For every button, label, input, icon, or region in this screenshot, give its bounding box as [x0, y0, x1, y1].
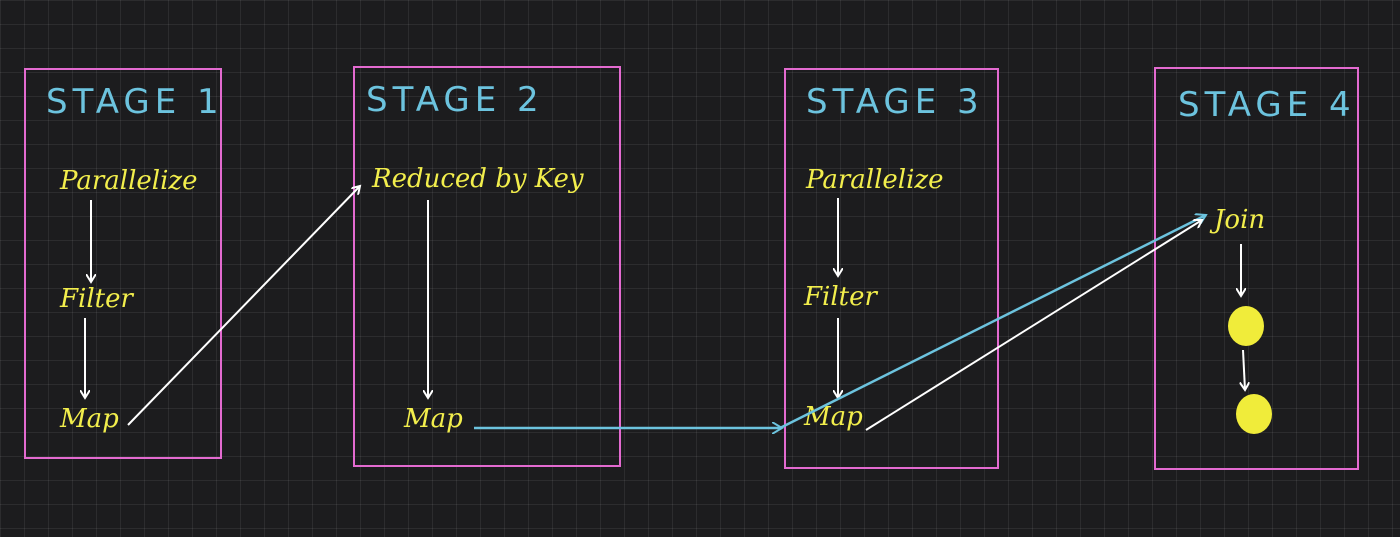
- stage-1-box: [24, 68, 222, 459]
- stage-3-node-parallelize: Parallelize: [806, 165, 944, 195]
- arrow-s1-map-to-s2-reduce: [127, 186, 360, 426]
- stage-2-box: [353, 66, 621, 467]
- stage-3-title: STAGE 3: [806, 82, 984, 122]
- stage-3-box: [784, 68, 999, 469]
- arrow-s3-to-s4-join-cyan: [779, 215, 1206, 430]
- stage-3-node-filter: Filter: [804, 282, 877, 312]
- stage-1-title: STAGE 1: [46, 82, 224, 122]
- stage-1-node-filter: Filter: [60, 284, 133, 314]
- stage-2-node-reduced-by-key: Reduced by Key: [372, 164, 584, 194]
- stage-1-node-parallelize: Parallelize: [60, 166, 198, 196]
- stage-4-node-join: Join: [1214, 205, 1266, 235]
- stage-4-title: STAGE 4: [1178, 85, 1356, 125]
- arrow-s4-dot1-to-dot2: [1243, 349, 1245, 390]
- stage-2-node-map: Map: [404, 404, 463, 434]
- stage-1-node-map: Map: [60, 404, 119, 434]
- stage-2-title: STAGE 2: [366, 80, 544, 120]
- stage-3-node-map: Map: [804, 402, 863, 432]
- stage-4-box: [1154, 67, 1359, 470]
- stage-4-dot-2: [1236, 394, 1272, 434]
- arrow-s3-map-to-s4-join: [865, 220, 1202, 431]
- stage-4-dot-1: [1228, 306, 1264, 346]
